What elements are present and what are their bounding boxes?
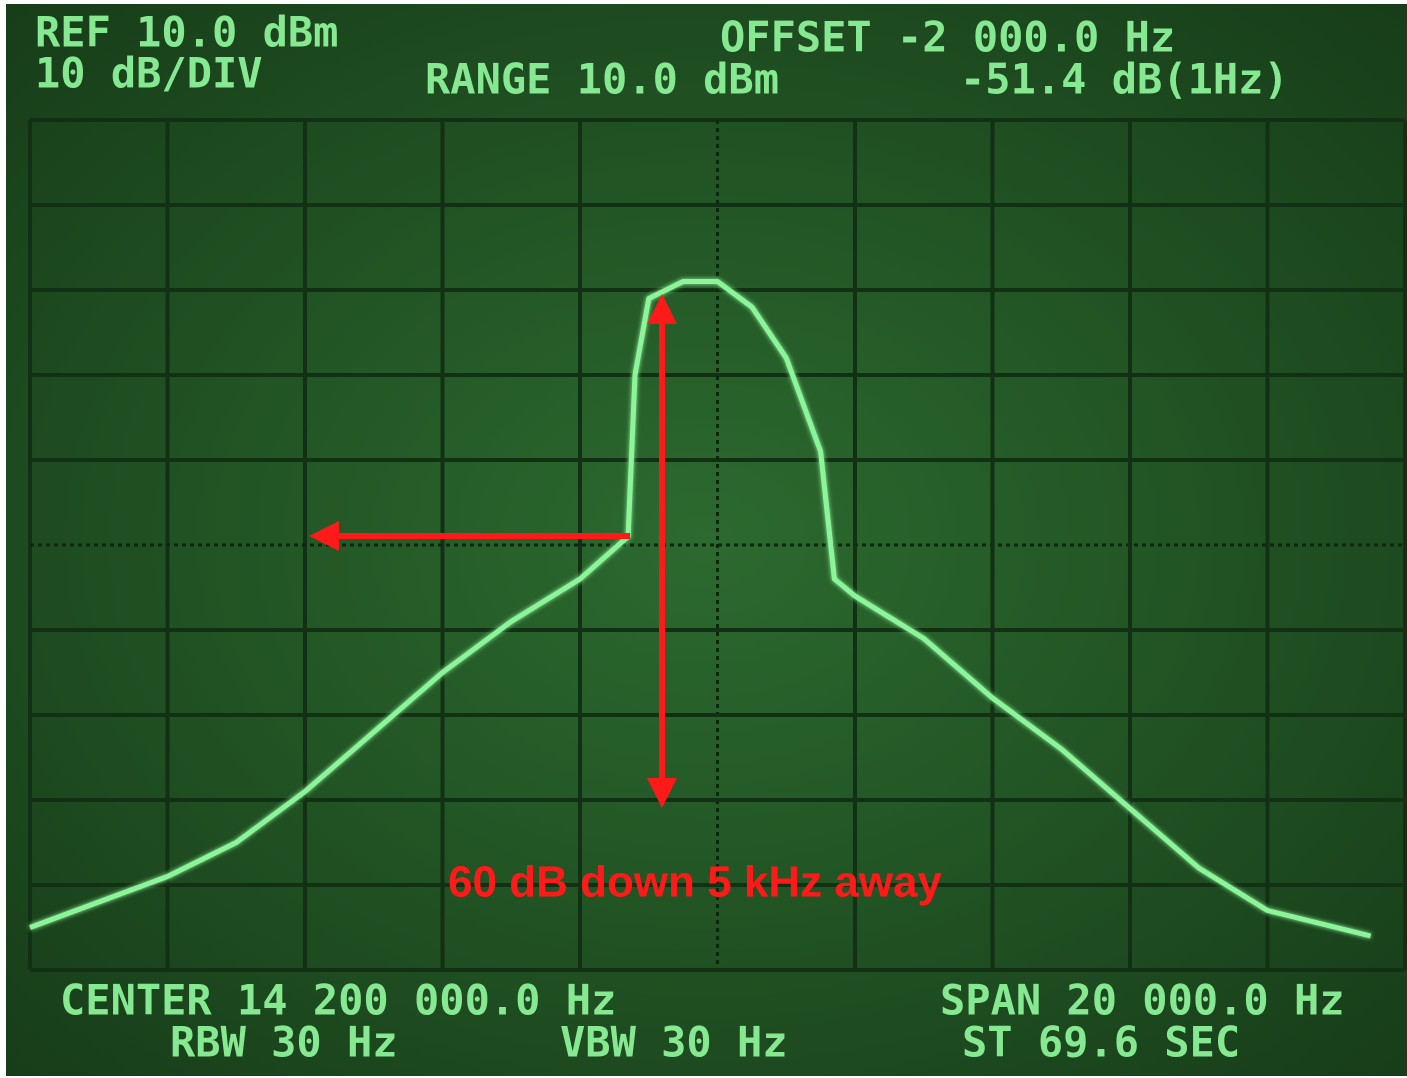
screen-background	[6, 4, 1407, 1076]
screen-label: CENTER 14 200 000.0 Hz	[60, 976, 616, 1025]
screen-label: ST 69.6 SEC	[962, 1018, 1240, 1067]
screen-label: RBW 30 Hz	[170, 1018, 398, 1067]
spectrum-trace	[29, 279, 1372, 939]
screen-label: 10 dB/DIV	[35, 49, 263, 98]
graticule	[28, 118, 1407, 972]
annotation: 60 dB down 5 kHz away	[448, 858, 942, 907]
screen-label: -51.4 dB(1Hz)	[960, 55, 1289, 104]
screen-label: SPAN 20 000.0 Hz	[940, 976, 1345, 1025]
screen-label: RANGE 10.0 dBm	[425, 55, 779, 104]
screen-label: REF 10.0 dBm	[35, 8, 338, 57]
plot	[29, 279, 1372, 939]
screen-label: OFFSET -2 000.0 Hz	[720, 13, 1175, 62]
screen-label: VBW 30 Hz	[560, 1018, 788, 1067]
